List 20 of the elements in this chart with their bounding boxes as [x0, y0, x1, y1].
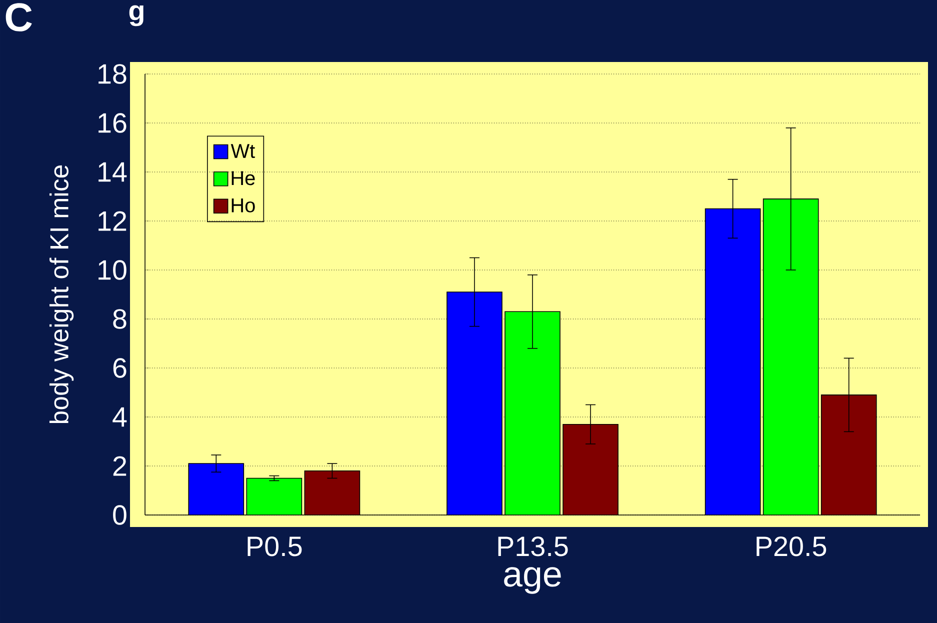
- x-tick-label: P0.5: [248, 536, 302, 556]
- y-tick-label: 10: [98, 260, 126, 280]
- y-tick-label: 2: [113, 456, 126, 476]
- x-tick-label: P13.5: [498, 536, 568, 556]
- y-tick-label: 18: [98, 64, 126, 84]
- y-tick-label: 12: [98, 211, 126, 231]
- x-tick-label: P20.5: [756, 536, 826, 556]
- legend-label: Wt: [230, 144, 255, 158]
- x-axis-title: age: [504, 567, 561, 594]
- legend-label: Ho: [232, 198, 255, 212]
- y-tick-label: 0: [113, 505, 126, 525]
- y-tick-label: 14: [98, 162, 127, 182]
- y-tick-label: 16: [98, 113, 126, 133]
- text: g: [129, 5, 144, 26]
- y-tick-label: 8: [113, 309, 126, 329]
- y-tick-label: 4: [112, 407, 127, 427]
- y-axis-title: body weight of KI mice: [49, 165, 74, 424]
- y-tick-label: 6: [113, 358, 126, 378]
- text: C: [6, 3, 32, 32]
- legend-label: He: [232, 171, 255, 186]
